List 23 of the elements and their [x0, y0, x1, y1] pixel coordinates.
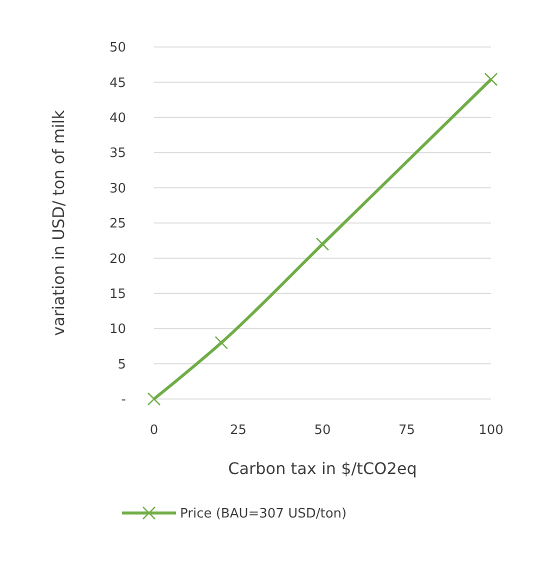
x-axis-title: Carbon tax in $/tCO2eq: [228, 459, 417, 478]
x-tick-label: 0: [150, 423, 158, 438]
y-tick-label: 20: [109, 252, 126, 267]
point: [147, 392, 161, 406]
y-axis-title: variation in USD/ ton of milk: [49, 109, 68, 336]
point: [214, 336, 228, 350]
x-tick-label: 75: [398, 423, 416, 438]
point: [484, 72, 498, 86]
y-tick-label: 50: [109, 40, 126, 56]
legend-label: Price (BAU=307 USD/ton): [180, 506, 347, 522]
y-tick-label: -: [121, 392, 126, 408]
x-tick-label: 100: [478, 423, 504, 438]
y-tick-label: 10: [109, 322, 126, 338]
x-tick-label: 25: [230, 423, 247, 438]
y-tick-label: 35: [109, 146, 126, 162]
y-tick-label: 25: [109, 216, 126, 232]
y-tick-label: 40: [109, 110, 126, 126]
y-tick-label: 30: [109, 181, 126, 196]
y-tick-label: 5: [118, 357, 126, 372]
y-tick-label: 45: [109, 76, 126, 91]
x-tick-label: 50: [314, 423, 331, 438]
y-tick-label: 15: [109, 286, 126, 302]
point: [316, 237, 330, 251]
